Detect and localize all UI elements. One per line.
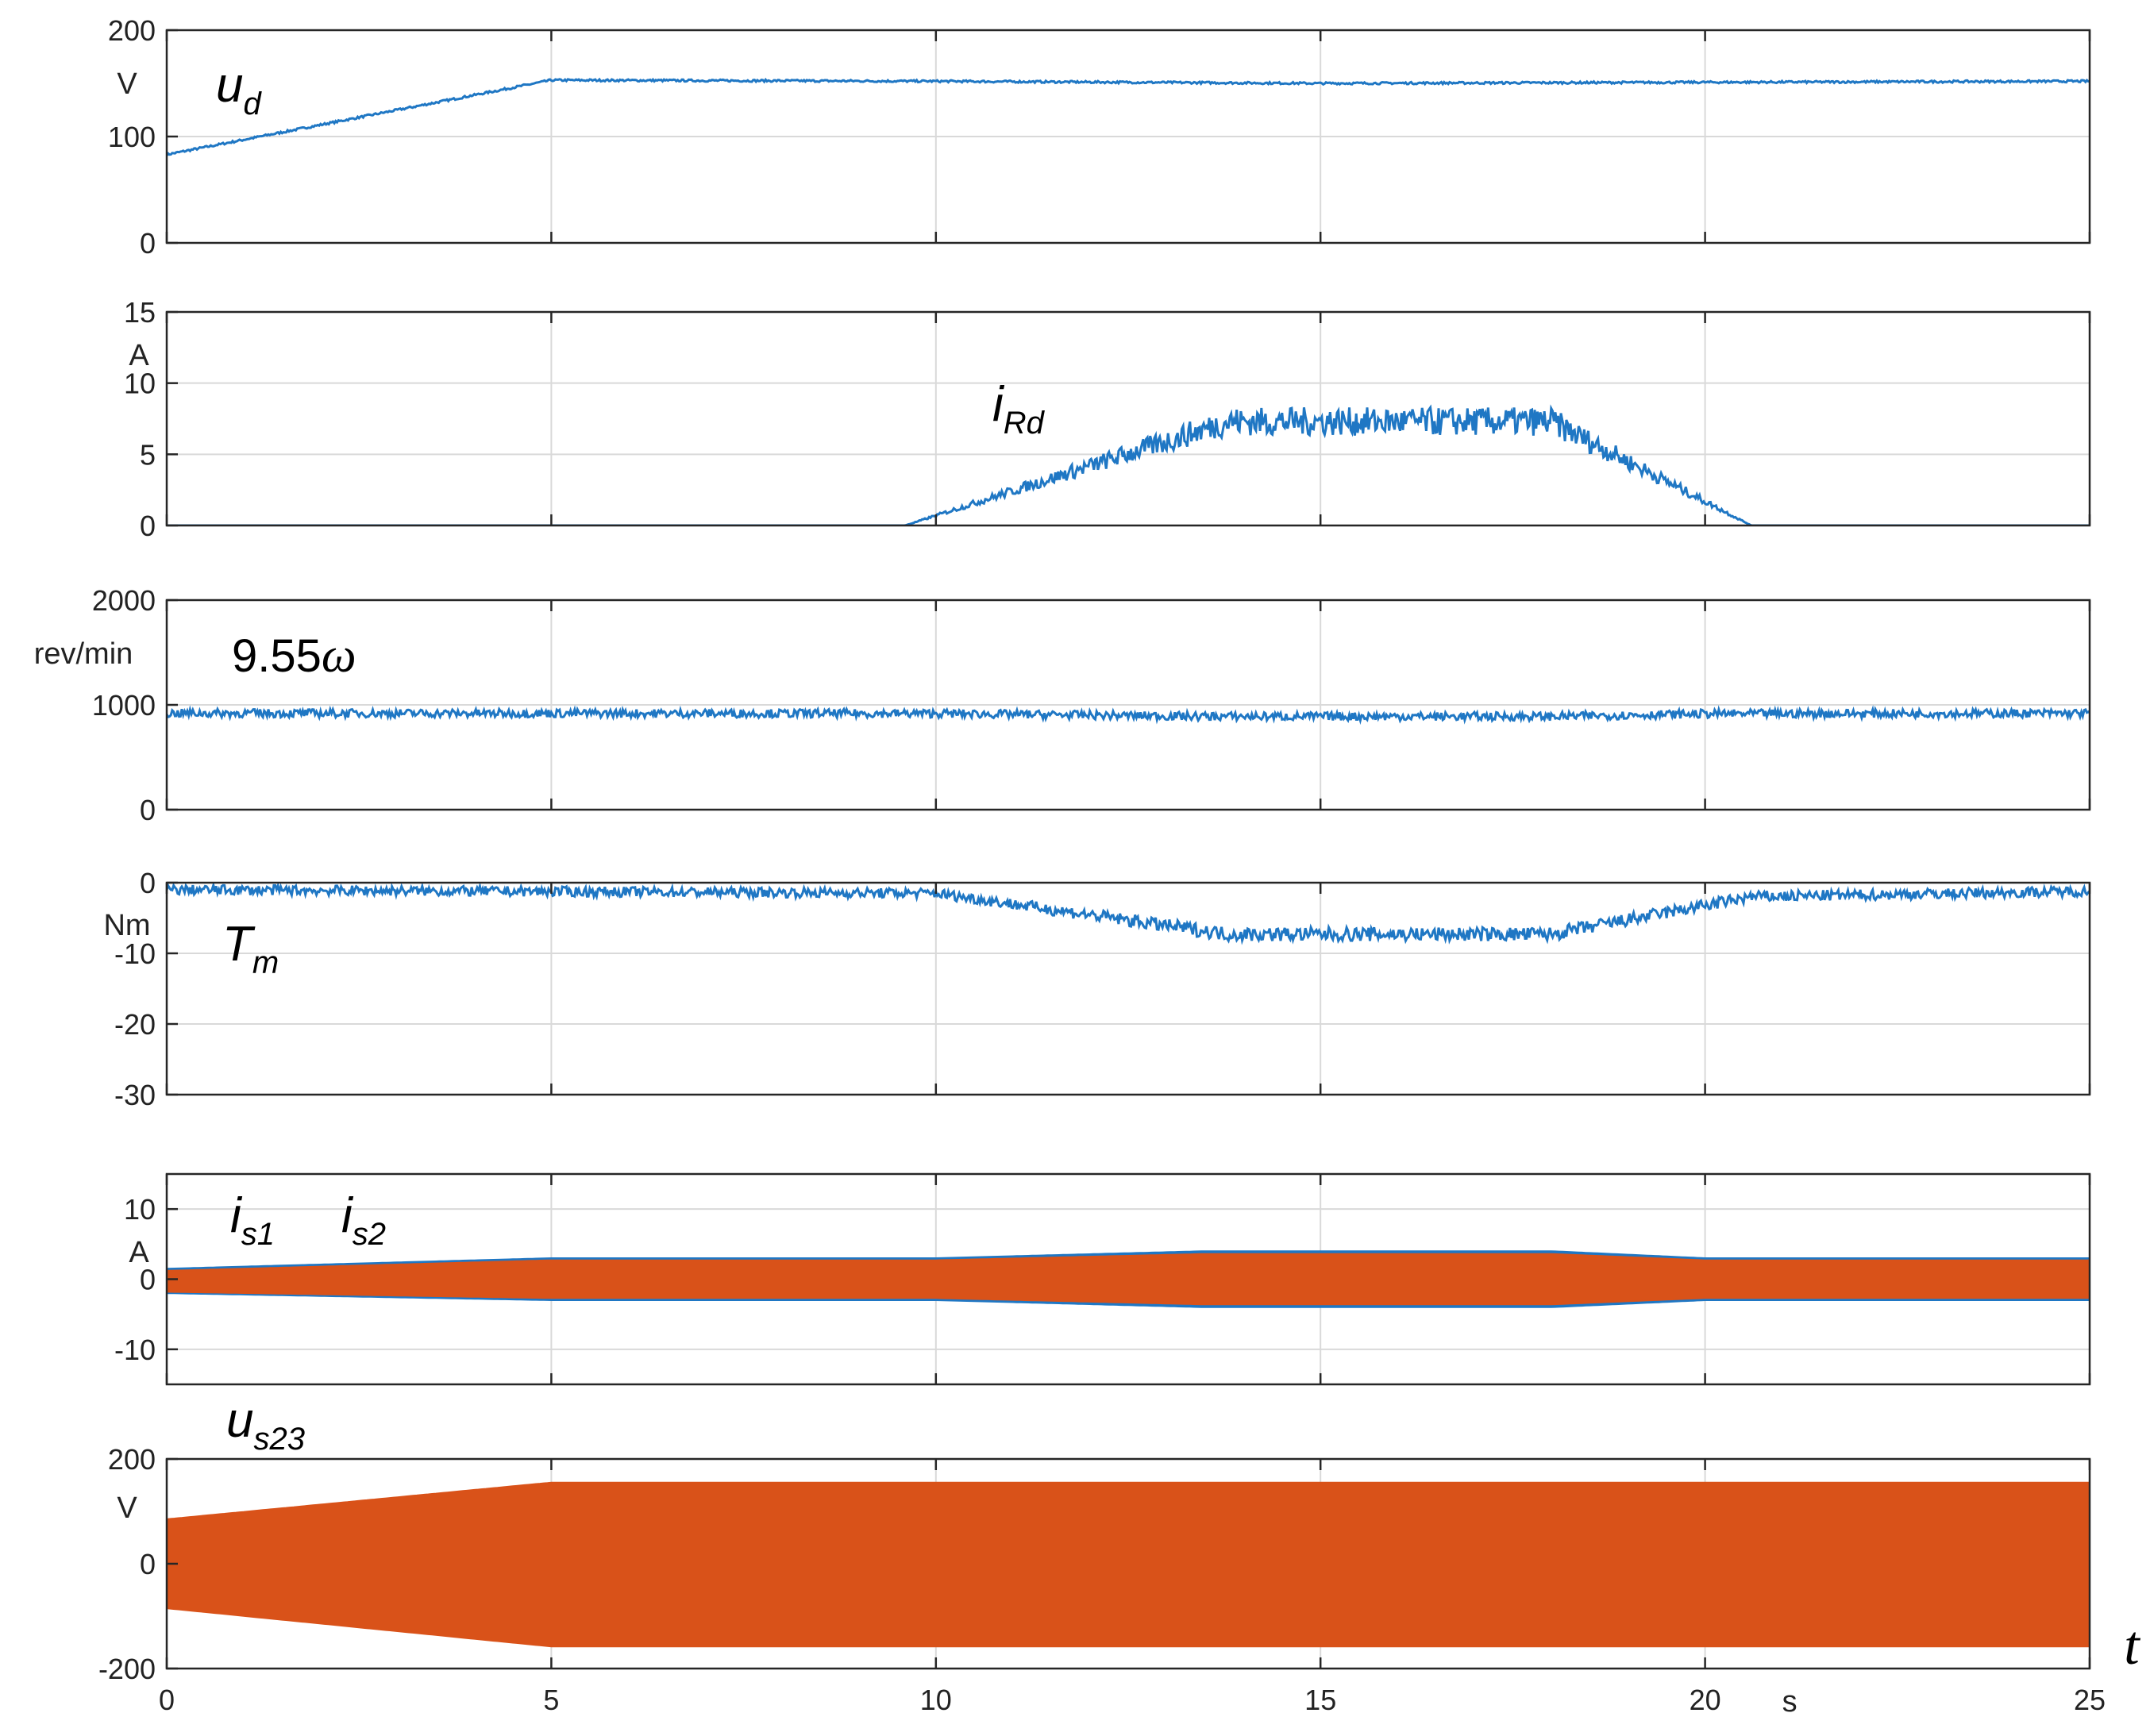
- y-tick-label: 15: [124, 296, 156, 329]
- y-tick-label: -30: [114, 1079, 156, 1111]
- x-axis-symbol: t: [2124, 1615, 2140, 1676]
- series-t-m: [167, 883, 2090, 945]
- axes-frame: [165, 310, 2091, 527]
- x-tick-label: 25: [2074, 1684, 2106, 1716]
- y-unit-label: rev/min: [34, 637, 133, 671]
- y-unit-label: A: [129, 1236, 149, 1269]
- x-tick-label: 20: [1690, 1684, 1721, 1716]
- series-u-d: [167, 77, 2090, 156]
- panel-3: 0 1000 2000 rev/min 9.55ω: [34, 584, 2091, 826]
- series-u-s23: [167, 1481, 2090, 1648]
- y-tick-label: -200: [98, 1653, 156, 1685]
- y-unit-label: A: [129, 339, 149, 372]
- series-label: ud: [216, 58, 262, 121]
- series-i-rd: [167, 404, 2090, 525]
- y-tick-label: 2000: [92, 584, 156, 617]
- y-tick-label: 0: [140, 867, 156, 899]
- series-label: is1: [230, 1188, 275, 1252]
- y-tick-label: -10: [114, 1334, 156, 1366]
- series-label: 9.55ω: [232, 629, 356, 683]
- y-tick-label: 0: [140, 510, 156, 542]
- series-i-s2: [167, 1253, 2090, 1306]
- y-tick-label: -20: [114, 1008, 156, 1041]
- y-tick-label: 0: [140, 227, 156, 260]
- x-tick-label: 15: [1304, 1684, 1336, 1716]
- y-tick-label: 0: [140, 1264, 156, 1296]
- y-unit-label: V: [117, 67, 137, 101]
- x-tick-label: 10: [920, 1684, 952, 1716]
- y-tick-label: 0: [140, 1548, 156, 1580]
- y-tick-label: 200: [108, 14, 156, 47]
- y-tick-label: 0: [140, 794, 156, 826]
- x-unit-label: s: [1782, 1685, 1797, 1719]
- series-label: is2: [341, 1188, 386, 1252]
- y-tick-label: -10: [114, 937, 156, 970]
- y-unit-label: Nm: [103, 909, 150, 942]
- series-9-55-: [167, 705, 2090, 726]
- series-label: Tm: [222, 917, 279, 980]
- y-tick-label: 1000: [92, 689, 156, 722]
- axes-frame: [165, 881, 2091, 1096]
- y-tick-label: 200: [108, 1443, 156, 1476]
- series-label: iRd: [992, 377, 1046, 441]
- y-tick-label: 100: [108, 121, 156, 153]
- x-tick-label: 5: [543, 1684, 559, 1716]
- y-tick-label: 5: [140, 438, 156, 471]
- y-tick-label: 10: [124, 1193, 156, 1226]
- panel-4: -30 -20 -10 0 Nm Tm: [103, 867, 2091, 1111]
- series-label: us23: [226, 1393, 305, 1457]
- panel-1: 0 100 200 V ud: [108, 14, 2091, 260]
- x-tick-label: 0: [159, 1684, 175, 1716]
- y-tick-label: 10: [124, 368, 156, 400]
- y-unit-label: V: [117, 1492, 137, 1525]
